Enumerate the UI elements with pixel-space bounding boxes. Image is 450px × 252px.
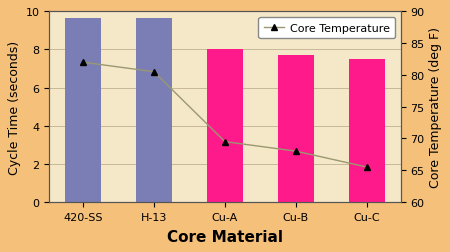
Line: Core Temperature: Core Temperature [80, 59, 370, 171]
Core Temperature [364, 166, 369, 169]
Bar [136, 19, 172, 202]
X-axis label: Core Material: Core Material [167, 229, 283, 244]
Legend: Core Temperature: Core Temperature [258, 18, 395, 39]
Bar [349, 60, 385, 202]
Core Temperature [222, 141, 228, 144]
Core Temperature [293, 150, 299, 153]
Bar [65, 19, 101, 202]
Bar [278, 56, 314, 202]
Y-axis label: Core Temperature (deg F): Core Temperature (deg F) [429, 27, 441, 187]
Core Temperature [151, 71, 157, 74]
Bar [207, 50, 243, 202]
Core Temperature [80, 61, 86, 65]
Y-axis label: Cycle Time (seconds): Cycle Time (seconds) [9, 40, 21, 174]
